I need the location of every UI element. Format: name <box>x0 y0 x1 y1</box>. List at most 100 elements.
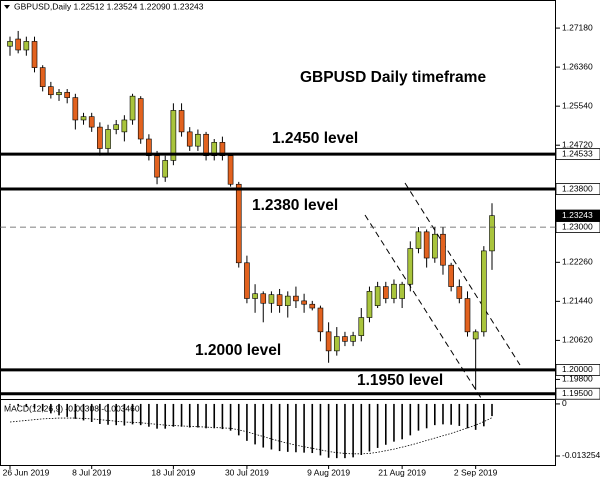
candle-body <box>211 142 218 156</box>
candle-body <box>56 92 62 96</box>
candle-body <box>137 98 144 140</box>
level-tag-label: 1.23243 <box>562 210 593 220</box>
candle-body <box>121 119 128 133</box>
candle-body <box>203 133 209 156</box>
signal-line <box>9 417 493 455</box>
annotation: 1.2000 level <box>195 342 281 359</box>
chart-title: GBPUSD Daily timeframe <box>300 69 486 86</box>
candle-body <box>105 129 111 149</box>
candle-body <box>268 294 275 304</box>
annotation: 1.2450 level <box>272 130 358 147</box>
candle-body <box>342 336 348 342</box>
candle-body <box>481 250 487 333</box>
candle-body <box>154 155 160 178</box>
x-tick-label: 9 Aug 2019 <box>307 467 350 477</box>
candle-body <box>72 97 79 121</box>
level-tag <box>555 364 600 376</box>
candle-body <box>284 295 291 306</box>
level-tag <box>555 387 600 400</box>
annotation: 1.2380 level <box>252 197 338 214</box>
candle-body <box>293 295 299 302</box>
indicator-label: MACD(12,26,9) -0.00308 -0.003460 <box>4 403 140 413</box>
level-tag <box>555 148 600 161</box>
level-tag-label: 1.24533 <box>562 148 593 158</box>
y2-tick-label: 0 <box>562 398 567 408</box>
candle-body <box>195 133 201 147</box>
y-tick-label: 1.20620 <box>562 335 593 345</box>
candle-body <box>244 262 250 299</box>
x-tick-label: 8 Jul 2019 <box>72 467 111 477</box>
y-tick-label: 1.22260 <box>562 257 593 267</box>
y-tick-label: 1.19800 <box>562 374 593 384</box>
candle-body <box>219 142 226 156</box>
candle-body <box>366 291 373 318</box>
level-tag <box>555 183 600 195</box>
y-tick-label: 1.21440 <box>562 296 593 306</box>
candle-body <box>97 126 103 149</box>
x-tick-label: 26 Jun 2019 <box>3 467 50 477</box>
candle-body <box>186 131 193 147</box>
candle-body <box>374 286 381 306</box>
candle-body <box>448 264 454 287</box>
candle-body <box>113 124 120 130</box>
level-tag-label: 1.19500 <box>562 388 593 398</box>
candle-body <box>415 231 422 249</box>
y-tick-label: 1.25540 <box>562 100 593 110</box>
level-tag-label: 1.23000 <box>562 221 593 231</box>
header-icon <box>4 5 10 9</box>
candle-body <box>178 110 185 133</box>
channel-line <box>364 214 482 399</box>
annotation: 1.1950 level <box>357 372 443 389</box>
candle-body <box>301 300 307 305</box>
level-tag-label: 1.23800 <box>562 183 593 193</box>
candle-body <box>170 110 177 161</box>
candle-body <box>309 303 316 309</box>
y-tick-label: 1.27180 <box>562 22 593 32</box>
candle-body <box>464 298 471 333</box>
x-tick-label: 18 Jul 2019 <box>151 467 195 477</box>
level-tag <box>555 221 600 233</box>
channel-line <box>404 182 521 366</box>
x-tick-label: 2 Sep 2019 <box>454 467 498 477</box>
x-tick-label: 30 Jul 2019 <box>225 467 269 477</box>
candle-body <box>64 92 70 98</box>
x-tick-label: 21 Aug 2019 <box>378 467 426 477</box>
candle-body <box>129 95 136 121</box>
candle-body <box>252 293 258 299</box>
candle-body <box>317 307 324 333</box>
candle-body <box>162 160 169 178</box>
candle-body <box>472 331 479 340</box>
level-tag-label: 1.20000 <box>562 364 593 374</box>
candle-body <box>260 293 267 304</box>
candle-body <box>88 116 95 128</box>
y-tick-label: 1.24720 <box>562 139 593 149</box>
candle-body <box>39 67 46 87</box>
candle-body <box>440 233 446 266</box>
level-tag <box>555 209 600 222</box>
y2-tick-label: -0.013254 <box>562 450 600 460</box>
candle-body <box>407 248 414 285</box>
candle-body <box>391 283 397 299</box>
candle-body <box>235 183 242 264</box>
candle-body <box>382 286 389 299</box>
chart-header: GBPUSD,Daily 1.22512 1.23524 1.22090 1.2… <box>14 1 204 11</box>
candle-body <box>31 41 38 68</box>
candle-body <box>456 286 463 299</box>
candle-body <box>423 231 430 259</box>
y-tick-label: 1.26360 <box>562 61 593 71</box>
candle-body <box>489 215 495 252</box>
candle-body <box>333 336 340 352</box>
candle-body <box>432 233 438 259</box>
candle-body <box>23 41 30 51</box>
candle-body <box>48 86 54 96</box>
candle-body <box>146 138 152 156</box>
candle-body <box>276 294 283 306</box>
candle-body <box>358 317 365 336</box>
candle-body <box>350 335 356 342</box>
candle-body <box>399 283 405 299</box>
candle-body <box>227 155 234 185</box>
candle-body <box>325 331 332 352</box>
plot-frame <box>0 0 556 466</box>
candle-body <box>7 41 13 47</box>
